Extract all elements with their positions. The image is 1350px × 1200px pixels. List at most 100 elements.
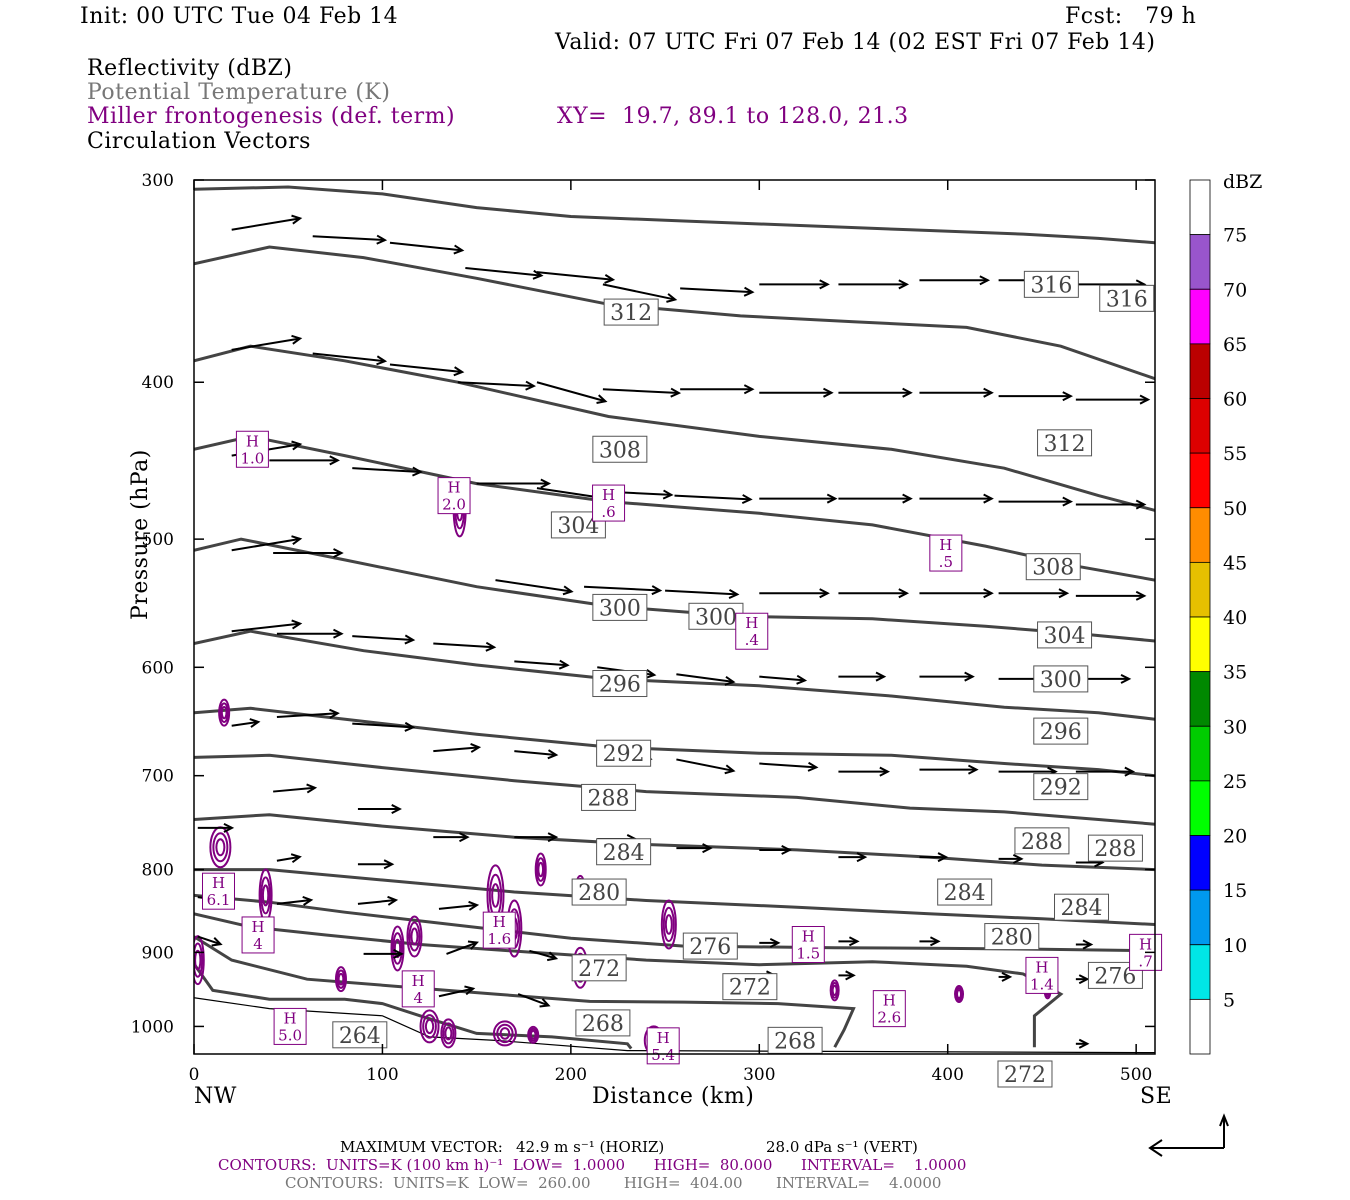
vector-head bbox=[604, 274, 616, 284]
vector-head bbox=[848, 936, 860, 947]
theta-contour-label: 280 bbox=[984, 923, 1040, 951]
frontogenesis-maximum: H1.4 bbox=[1025, 956, 1059, 994]
circulation-vector bbox=[919, 588, 994, 599]
colorbar-level-label: 20 bbox=[1223, 826, 1247, 848]
vector-head bbox=[819, 279, 830, 290]
vector-shaft bbox=[665, 589, 738, 596]
max-letter: H bbox=[1139, 935, 1152, 953]
circulation-vector bbox=[759, 674, 808, 685]
vector-head bbox=[743, 384, 755, 395]
max-box bbox=[437, 477, 471, 515]
vector-head bbox=[467, 940, 479, 950]
vector-shaft bbox=[536, 271, 614, 281]
theta-contour-label: 288 bbox=[581, 783, 637, 811]
max-box bbox=[872, 990, 906, 1028]
frontogenesis-cell bbox=[534, 852, 547, 887]
vector-head bbox=[856, 852, 868, 863]
vector-shaft bbox=[231, 537, 301, 552]
circulation-vector bbox=[676, 758, 736, 775]
vector-shaft bbox=[457, 381, 534, 388]
circulation-vector bbox=[312, 352, 388, 366]
max-value: 1.5 bbox=[796, 945, 820, 963]
vector-head bbox=[453, 244, 465, 255]
frontogenesis-contour bbox=[392, 932, 403, 965]
circulation-vector bbox=[838, 766, 891, 777]
max-box bbox=[735, 612, 769, 650]
vector-shaft bbox=[352, 722, 414, 729]
frontogenesis-cell bbox=[218, 698, 231, 727]
circulation-vector bbox=[231, 718, 261, 728]
circulation-vector bbox=[389, 241, 465, 255]
max-box bbox=[791, 926, 825, 964]
theta-contour-label: 296 bbox=[1033, 717, 1089, 745]
frontogenesis-contour bbox=[499, 1027, 511, 1040]
vector-head bbox=[547, 832, 559, 843]
vector-head bbox=[291, 214, 303, 225]
x-tick-label: 0 bbox=[189, 1065, 200, 1085]
label-box bbox=[1037, 621, 1093, 649]
colorbar-swatch bbox=[1189, 234, 1211, 290]
vector-head bbox=[929, 936, 941, 947]
circulation-vector bbox=[514, 749, 559, 760]
x-tick-label: 300 bbox=[743, 1065, 775, 1085]
colorbar-level-label: 25 bbox=[1223, 771, 1247, 793]
vector-head bbox=[485, 641, 497, 652]
max-letter: H bbox=[657, 1029, 670, 1047]
label-box bbox=[592, 593, 648, 621]
label-box bbox=[571, 878, 627, 906]
theta-contour-label: 304 bbox=[1037, 621, 1093, 649]
vector-head bbox=[558, 659, 570, 670]
circulation-vector bbox=[919, 493, 994, 504]
circulation-vector bbox=[269, 455, 340, 466]
frontogenesis-maximum: H2.6 bbox=[872, 990, 906, 1028]
frontogenesis-contour bbox=[491, 883, 500, 908]
max-value: 2.0 bbox=[442, 496, 466, 514]
colorbar-swatch bbox=[1189, 452, 1211, 509]
theta-label-text: 280 bbox=[991, 926, 1033, 951]
circulation-vector bbox=[680, 384, 755, 395]
circulation-vector bbox=[838, 970, 856, 981]
circulation-vector bbox=[352, 721, 416, 732]
theta-contour-label: 292 bbox=[596, 739, 652, 767]
frontogenesis-contour bbox=[218, 698, 231, 727]
vector-shaft bbox=[514, 750, 557, 756]
circulation-vector bbox=[759, 493, 838, 504]
frontogenesis-maximum: H5.4 bbox=[646, 1027, 680, 1065]
circulation-vector bbox=[446, 940, 479, 955]
circulation-vector bbox=[680, 286, 755, 297]
colorbar-level-label: 45 bbox=[1223, 552, 1247, 574]
vector-shaft bbox=[273, 786, 316, 793]
circulation-vector bbox=[476, 478, 552, 489]
max-box bbox=[235, 430, 269, 468]
max-vector-vert: 28.0 dPa s⁻¹ (VERT) bbox=[766, 1138, 918, 1156]
theta-label-text: 300 bbox=[599, 596, 641, 621]
vector-head bbox=[743, 286, 755, 297]
vector-head bbox=[1001, 971, 1013, 982]
vector-shaft bbox=[514, 660, 568, 667]
frontogenesis-cell bbox=[406, 915, 423, 958]
frontogenesis-contour bbox=[424, 1018, 435, 1035]
theta-label-text: 304 bbox=[1044, 624, 1086, 649]
max-value: 5.0 bbox=[278, 1026, 302, 1044]
vector-head bbox=[376, 234, 388, 245]
max-value: 1.6 bbox=[487, 930, 511, 948]
max-value: .7 bbox=[1138, 952, 1152, 970]
vector-head bbox=[376, 355, 388, 366]
max-value: 5.4 bbox=[651, 1046, 675, 1064]
circulation-vector bbox=[514, 659, 570, 670]
vector-head bbox=[796, 674, 808, 685]
frontogenesis-cell bbox=[954, 985, 965, 1004]
circulation-vector bbox=[363, 948, 404, 959]
vector-head bbox=[291, 619, 303, 630]
colorbar-level-label: 70 bbox=[1223, 279, 1247, 301]
field-theta-label: Potential Temperature (K) bbox=[87, 80, 391, 105]
frontogenesis-maximum: H1.6 bbox=[482, 911, 516, 949]
max-letter: H bbox=[447, 479, 460, 497]
colorbar-swatch bbox=[1189, 616, 1211, 673]
circulation-vector bbox=[919, 387, 994, 398]
colorbar-level-label: 10 bbox=[1223, 935, 1247, 957]
circulation-vector bbox=[536, 381, 608, 405]
vector-head bbox=[306, 783, 318, 794]
vector-shaft bbox=[357, 899, 397, 905]
label-box bbox=[767, 1026, 823, 1054]
